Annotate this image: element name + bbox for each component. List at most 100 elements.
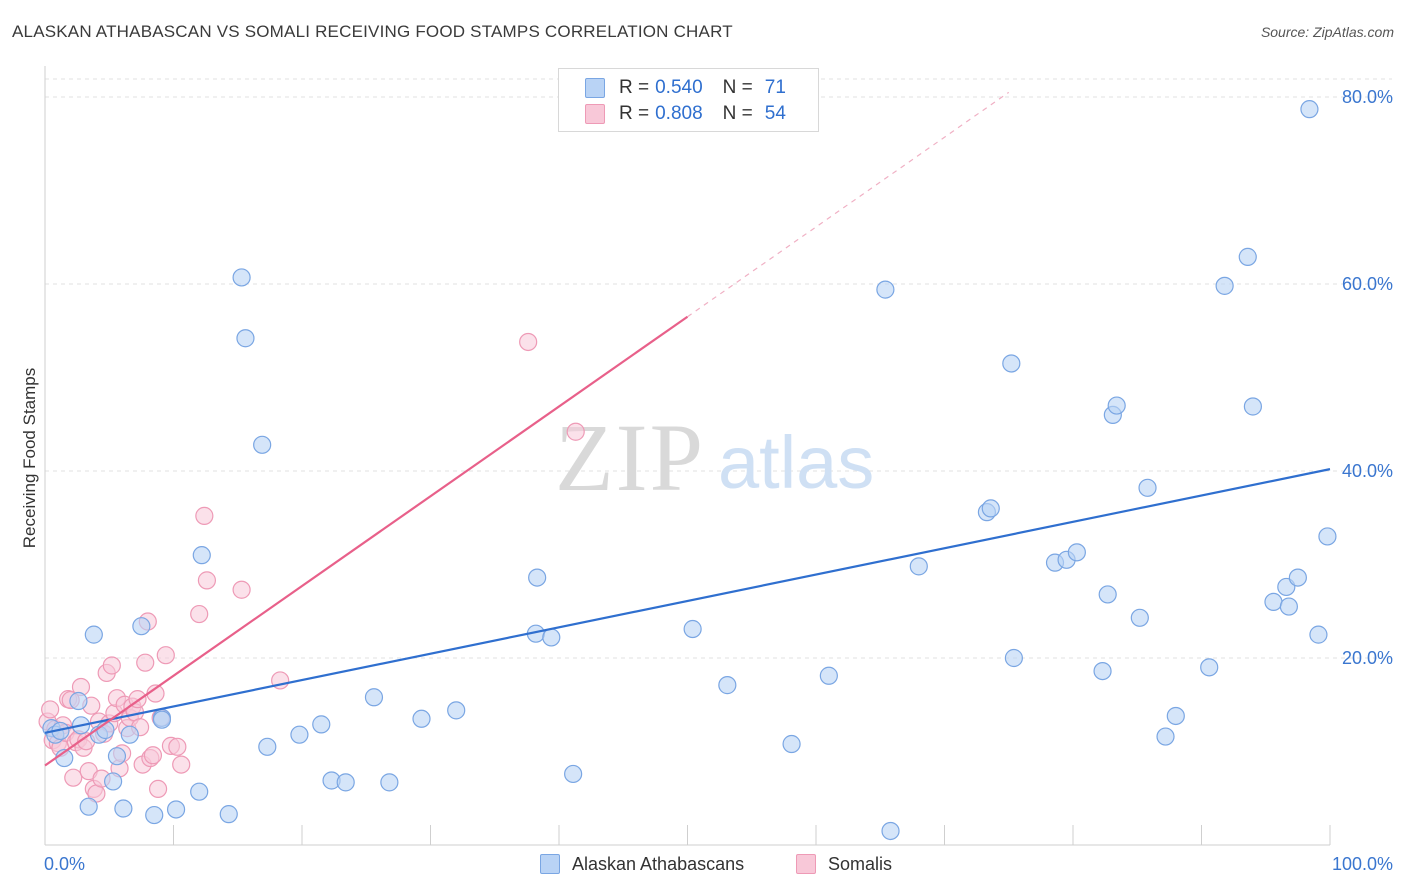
athabascan-point xyxy=(79,797,98,816)
legend-n-label: N = xyxy=(722,103,753,124)
athabascan-point xyxy=(542,628,561,647)
trend-lines xyxy=(44,91,1331,767)
athabascan-point xyxy=(683,619,702,639)
athabascan-point xyxy=(104,772,123,791)
somali-point xyxy=(519,332,538,352)
athabascan-point xyxy=(718,676,737,695)
athabascan-point xyxy=(1130,608,1149,627)
athabascan-point xyxy=(1243,397,1263,416)
bottom-legend-athabascan: Alaskan Athabascans xyxy=(540,852,744,876)
legend-r-value: 0.540 xyxy=(655,77,703,98)
athabascan-point xyxy=(236,329,255,348)
legend-r-label: R = xyxy=(619,103,650,124)
athabascan-point xyxy=(1238,247,1257,266)
athabascan-point xyxy=(909,557,928,576)
athabascan-point xyxy=(1288,568,1307,587)
somali-trend-line xyxy=(44,315,689,767)
athabascan-point xyxy=(120,725,139,744)
legend-swatch-pink xyxy=(585,104,605,124)
athabascan-point xyxy=(132,617,151,636)
bottom-legend-somalis: Somalis xyxy=(796,852,892,876)
legend-swatch-blue xyxy=(585,78,605,98)
athabascan-point xyxy=(1156,727,1175,746)
athabascan-point xyxy=(1300,100,1319,119)
athabascan-point xyxy=(312,715,331,734)
athabascan-point xyxy=(166,800,186,819)
athabascan-point xyxy=(69,691,88,711)
athabascan-point xyxy=(1318,527,1337,546)
athabascan-point xyxy=(1004,648,1023,668)
somali-point xyxy=(168,737,187,756)
athabascan-point xyxy=(1098,585,1117,604)
legend-row-somali: R = 0.808 N = 54 xyxy=(585,102,786,126)
bottom-legend-label: Alaskan Athabascans xyxy=(572,853,745,874)
athabascan-point xyxy=(219,805,238,824)
athabascan-point xyxy=(1215,276,1234,295)
athabascan-point xyxy=(152,710,172,729)
y-tick-label: 80.0% xyxy=(1342,87,1393,107)
chart-title: ALASKAN ATHABASCAN VS SOMALI RECEIVING F… xyxy=(12,22,733,41)
athabascan-point xyxy=(145,805,164,825)
legend-n-value: 71 xyxy=(764,77,786,98)
athabascan-point xyxy=(1107,396,1126,415)
athabascan-point xyxy=(1309,625,1328,644)
somali-point xyxy=(197,571,217,590)
athabascan-point xyxy=(447,701,466,720)
athabascan-point xyxy=(84,625,103,644)
watermark: ZIP atlas xyxy=(555,404,874,511)
legend-r-label: R = xyxy=(619,77,650,98)
y-tick-label: 60.0% xyxy=(1342,274,1393,294)
athabascan-point xyxy=(981,499,1000,518)
somali-point xyxy=(136,653,155,672)
legend-n-value: 54 xyxy=(764,103,786,124)
athabascan-point xyxy=(107,747,127,766)
bottom-legend-swatch-blue xyxy=(540,854,560,874)
athabascan-point xyxy=(876,280,895,299)
bottom-legend-label: Somalis xyxy=(828,853,893,874)
athabascan-point xyxy=(1093,661,1112,681)
somali-point xyxy=(190,604,209,624)
x-tick-label: 100.0% xyxy=(1332,854,1393,874)
x-tick-label: 0.0% xyxy=(44,854,85,874)
somali-point xyxy=(148,779,168,799)
athabascan-point xyxy=(528,568,547,587)
athabascan-point xyxy=(190,782,209,801)
legend-r-value: 0.808 xyxy=(655,103,703,124)
watermark-atlas: atlas xyxy=(718,421,874,504)
athabascan-point xyxy=(1138,478,1157,497)
legend: R = 0.540 N = 71 R = 0.808 N = 54 xyxy=(558,68,819,132)
legend-row-athabascan: R = 0.540 N = 71 xyxy=(585,76,786,100)
somali-point xyxy=(64,768,83,787)
athabascan-point xyxy=(1002,354,1021,373)
athabascan-point xyxy=(290,725,309,744)
somali-point xyxy=(41,700,60,719)
athabascan-point xyxy=(232,268,251,287)
athabascan-point xyxy=(192,546,211,565)
y-axis-label: Receiving Food Stamps xyxy=(20,367,39,549)
athabascan-point xyxy=(364,688,384,707)
athabascan-point xyxy=(412,709,431,728)
athabascan-point xyxy=(782,734,801,754)
somali-point xyxy=(156,646,175,665)
athabascan-points xyxy=(42,100,1337,841)
athabascan-point xyxy=(1200,658,1219,677)
source-label: Source: ZipAtlas.com xyxy=(1260,24,1394,40)
somali-point xyxy=(172,755,191,774)
athabascan-trend-line xyxy=(44,468,1331,734)
watermark-zip: ZIP xyxy=(555,404,705,511)
athabascan-point xyxy=(1264,592,1283,612)
somalis-points xyxy=(38,332,585,803)
somali-point xyxy=(143,746,163,765)
somali-point xyxy=(566,422,585,441)
somali-point xyxy=(102,656,121,675)
gridlines xyxy=(45,78,1392,659)
athabascan-point xyxy=(336,773,355,792)
somali-point xyxy=(232,580,251,599)
athabascan-point xyxy=(881,821,900,841)
y-tick-label: 20.0% xyxy=(1342,648,1393,668)
legend-n-label: N = xyxy=(722,77,753,98)
somali-point xyxy=(195,506,214,525)
athabascan-point xyxy=(819,666,838,685)
tick-labels: 20.0% 40.0% 60.0% 80.0% 0.0% 100.0% xyxy=(44,87,1393,874)
